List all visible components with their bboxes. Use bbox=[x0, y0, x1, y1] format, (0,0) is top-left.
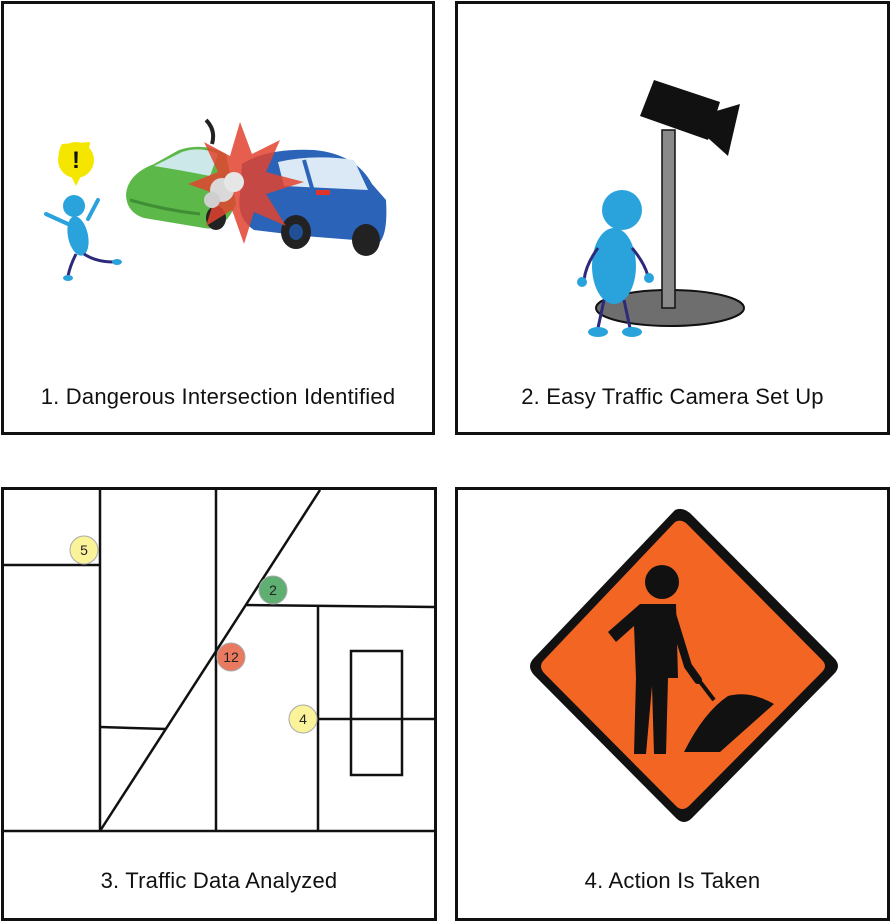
scared-person-icon bbox=[44, 195, 122, 281]
traffic-marker[interactable]: 2 bbox=[258, 575, 288, 605]
street-lines bbox=[4, 490, 434, 833]
panel-1-caption: 1. Dangerous Intersection Identified bbox=[40, 384, 396, 409]
marker-circle bbox=[216, 642, 246, 672]
panel-4-caption: 4. Action Is Taken bbox=[584, 868, 761, 893]
marker-circle bbox=[69, 535, 99, 565]
alert-symbol: ! bbox=[72, 147, 80, 174]
camera-pole-icon bbox=[595, 129, 745, 327]
marker-label: 2 bbox=[269, 582, 277, 598]
panel-traffic-data: 5 2 12 4 3. Traffic Data Analyzed bbox=[1, 487, 437, 921]
road-work-sign-icon bbox=[530, 508, 838, 822]
alert-icon: ! bbox=[58, 142, 94, 186]
camera-setup-illustration bbox=[577, 80, 745, 337]
marker-circle bbox=[258, 575, 288, 605]
panel-2-caption: 2. Easy Traffic Camera Set Up bbox=[521, 384, 824, 409]
marker-label: 12 bbox=[223, 649, 239, 665]
collision-illustration: ! bbox=[44, 118, 387, 281]
panel-traffic-camera: 2. Easy Traffic Camera Set Up bbox=[455, 1, 890, 435]
panel-dangerous-intersection: ! bbox=[1, 1, 435, 435]
panel-3-caption: 3. Traffic Data Analyzed bbox=[100, 868, 338, 893]
person-icon bbox=[577, 190, 654, 337]
traffic-marker[interactable]: 4 bbox=[288, 704, 318, 734]
camera-icon bbox=[640, 80, 740, 156]
marker-circle bbox=[288, 704, 318, 734]
street-map: 5 2 12 4 bbox=[4, 490, 434, 833]
green-car-icon bbox=[126, 146, 236, 230]
crash-burst-icon bbox=[188, 118, 304, 244]
marker-label: 4 bbox=[299, 711, 307, 727]
traffic-marker[interactable]: 5 bbox=[69, 535, 99, 565]
traffic-marker[interactable]: 12 bbox=[216, 642, 246, 672]
panel-action-taken: 4. Action Is Taken bbox=[455, 487, 890, 921]
road-work-sign bbox=[530, 508, 838, 822]
marker-label: 5 bbox=[80, 542, 88, 558]
